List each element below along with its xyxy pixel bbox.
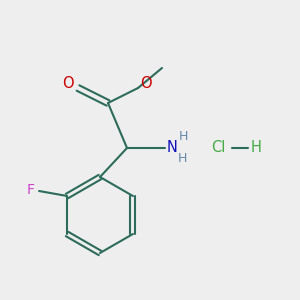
Text: F: F <box>27 183 35 197</box>
Text: H: H <box>177 152 187 166</box>
Text: Cl: Cl <box>211 140 225 155</box>
Text: O: O <box>62 76 74 92</box>
Text: N: N <box>167 140 178 155</box>
Text: H: H <box>178 130 188 143</box>
Text: O: O <box>140 76 152 92</box>
Text: H: H <box>250 140 261 155</box>
